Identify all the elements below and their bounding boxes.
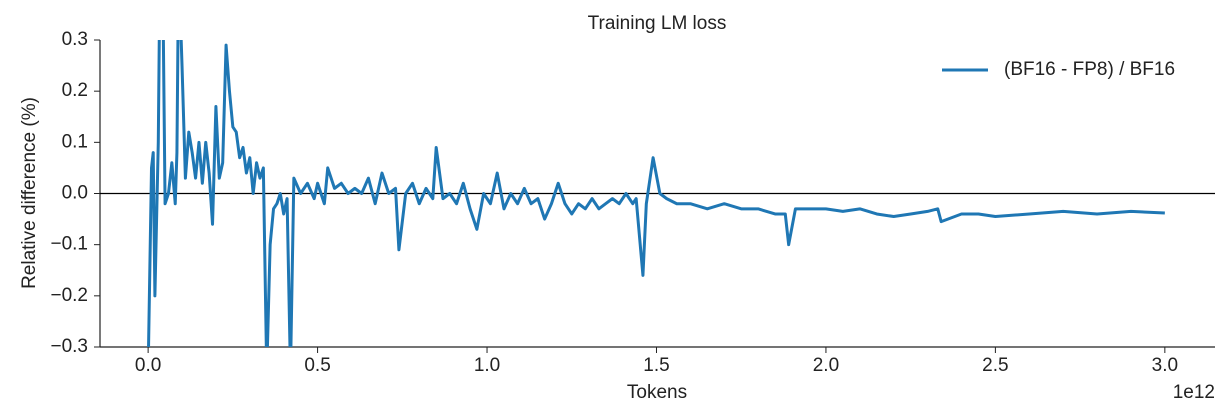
y-tick-label: 0.1 xyxy=(62,131,88,152)
y-axis-label: Relative difference (%) xyxy=(19,97,40,289)
x-tick-label: 3.0 xyxy=(1152,355,1178,376)
legend-label: (BF16 - FP8) / BF16 xyxy=(1004,59,1175,80)
x-tick-label: 1.5 xyxy=(643,355,669,376)
x-tick-label: 1.0 xyxy=(474,355,500,376)
x-tick-label: 0.5 xyxy=(304,355,330,376)
x-offset-label: 1e12 xyxy=(1173,382,1215,403)
y-tick-label: −0.2 xyxy=(50,285,88,306)
chart-title: Training LM loss xyxy=(588,13,727,34)
x-tick-label: 2.0 xyxy=(813,355,839,376)
plot-area xyxy=(147,40,1165,347)
x-tick-label: 0.0 xyxy=(135,355,161,376)
y-tick-label: −0.3 xyxy=(50,336,88,357)
data-line xyxy=(147,40,1165,347)
y-tick-label: 0.2 xyxy=(62,80,88,101)
y-tick-label: 0.3 xyxy=(62,29,88,50)
y-tick-label: 0.0 xyxy=(62,183,88,204)
x-tick-label: 2.5 xyxy=(982,355,1008,376)
y-tick-label: −0.1 xyxy=(50,234,88,255)
x-axis-label: Tokens xyxy=(627,382,687,403)
